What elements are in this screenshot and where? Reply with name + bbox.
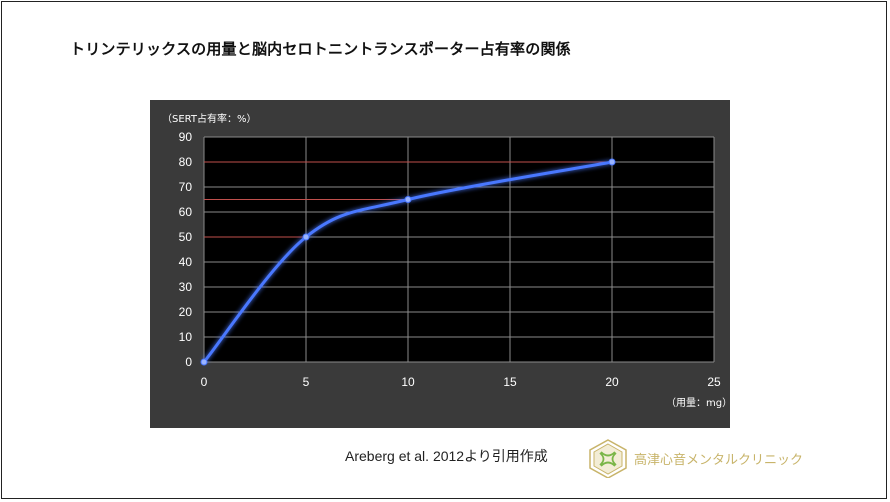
y-tick-label: 40 (179, 255, 193, 269)
occupancy-line (202, 160, 613, 363)
reference-lines (204, 161, 612, 238)
tick-labels: 0 10 20 30 40 50 60 70 80 90 0 5 10 15 20 25 (179, 130, 721, 389)
y-tick-label: 90 (179, 130, 193, 144)
page-title: トリンテリックスの用量と脳内セロトニントランスポーター占有率の関係 (70, 40, 571, 58)
x-tick-label: 0 (201, 375, 208, 389)
x-tick-label: 5 (303, 375, 310, 389)
y-tick-label: 70 (179, 180, 193, 194)
clinic-name: 高津心音メンタルクリニック (634, 453, 804, 468)
y-axis-label: （SERT占有率：%） (162, 114, 257, 125)
clinic-emblem-icon (589, 439, 627, 479)
x-axis-label: （用量：mg） (666, 398, 733, 409)
y-tick-label: 20 (179, 305, 193, 319)
y-tick-label: 10 (179, 330, 193, 344)
clinic-logo: 高津心音メンタルクリニック (586, 438, 816, 479)
x-tick-label: 15 (503, 375, 517, 389)
x-tick-label: 20 (605, 375, 619, 389)
grid-lines (203, 136, 715, 363)
chart-panel: 0 10 20 30 40 50 60 70 80 90 0 5 10 15 20 25 （SERT占有率：%… (150, 100, 733, 428)
source-citation: Areberg et al. 2012より引用作成 (345, 448, 548, 464)
data-point (404, 196, 412, 203)
data-point (200, 358, 208, 366)
plot-area (204, 137, 714, 362)
data-point (302, 233, 310, 241)
series-layer (200, 158, 616, 366)
x-tick-label: 25 (707, 375, 721, 389)
y-tick-label: 60 (179, 205, 193, 219)
occupancy-chart: 0 10 20 30 40 50 60 70 80 90 0 5 10 15 20 25 (179, 130, 721, 389)
x-tick-label: 10 (401, 375, 415, 389)
y-tick-label: 80 (179, 155, 193, 169)
y-tick-label: 30 (179, 280, 193, 294)
y-tick-label: 0 (185, 355, 192, 369)
data-point (608, 158, 616, 166)
y-tick-label: 50 (179, 230, 193, 244)
